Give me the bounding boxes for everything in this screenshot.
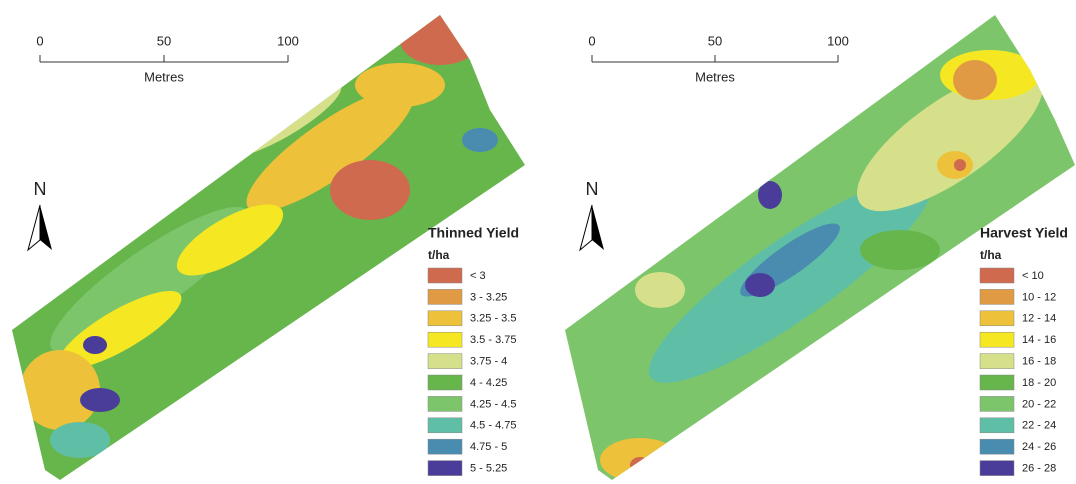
legend-label: 4.5 - 4.75	[470, 420, 516, 432]
north-label: N	[34, 179, 47, 199]
legend-label: 22 - 24	[1022, 420, 1056, 432]
scale-tick-label: 0	[36, 33, 43, 48]
legend-unit: t/ha	[428, 248, 450, 262]
legend-swatch	[980, 418, 1014, 433]
legend-label: 10 - 12	[1022, 291, 1056, 303]
legend-label: 4.75 - 5	[470, 441, 507, 453]
legend-label: 20 - 22	[1022, 398, 1056, 410]
legend-label: 5 - 5.25	[470, 463, 507, 475]
legend-label: 3 - 3.25	[470, 291, 507, 303]
legend-swatch	[428, 268, 462, 283]
legend-swatch	[428, 396, 462, 411]
legend-title: Thinned Yield	[428, 225, 519, 241]
legend-swatch	[428, 332, 462, 347]
legend-swatch	[980, 268, 1014, 283]
legend-label: < 3	[470, 270, 486, 282]
legend-label: 24 - 26	[1022, 441, 1056, 453]
legend-swatch	[980, 375, 1014, 390]
scale-tick-label: 0	[588, 33, 595, 48]
legend-swatch	[428, 439, 462, 454]
legend-swatch	[428, 461, 462, 476]
legend-label: 26 - 28	[1022, 463, 1056, 475]
legend-swatch	[428, 354, 462, 369]
legend-label: 12 - 14	[1022, 313, 1056, 325]
legend-title: Harvest Yield	[980, 225, 1068, 241]
scale-unit: Metres	[144, 69, 184, 84]
legend-swatch	[980, 289, 1014, 304]
legend-label: 3.75 - 4	[470, 356, 507, 368]
scale-tick-label: 100	[277, 33, 299, 48]
legend-label: 14 - 16	[1022, 334, 1056, 346]
legend-label: 4.25 - 4.5	[470, 398, 516, 410]
legend-label: 4 - 4.25	[470, 377, 507, 389]
legend-label: 16 - 18	[1022, 356, 1056, 368]
legend-swatch	[428, 311, 462, 326]
map-figure: 0 50 100 Metres N Thinned Yield t/ha < 3 3 - 3.2…	[0, 0, 1076, 484]
legend-swatch	[980, 439, 1014, 454]
north-label: N	[586, 179, 599, 199]
legend-swatch	[980, 396, 1014, 411]
legend-swatch	[428, 418, 462, 433]
legend-label: 3.5 - 3.75	[470, 334, 516, 346]
legend-label: < 10	[1022, 270, 1044, 282]
scale-tick-label: 50	[157, 33, 171, 48]
legend-label: 18 - 20	[1022, 377, 1056, 389]
legend-swatch	[980, 461, 1014, 476]
scale-tick-label: 100	[827, 33, 849, 48]
legend-unit: t/ha	[980, 248, 1002, 262]
legend-swatch	[980, 311, 1014, 326]
scale-unit: Metres	[695, 69, 735, 84]
legend-swatch	[980, 354, 1014, 369]
legend-swatch	[428, 375, 462, 390]
legend-swatch	[980, 332, 1014, 347]
scale-tick-label: 50	[708, 33, 722, 48]
legend-label: 3.25 - 3.5	[470, 313, 516, 325]
legend-swatch	[428, 289, 462, 304]
